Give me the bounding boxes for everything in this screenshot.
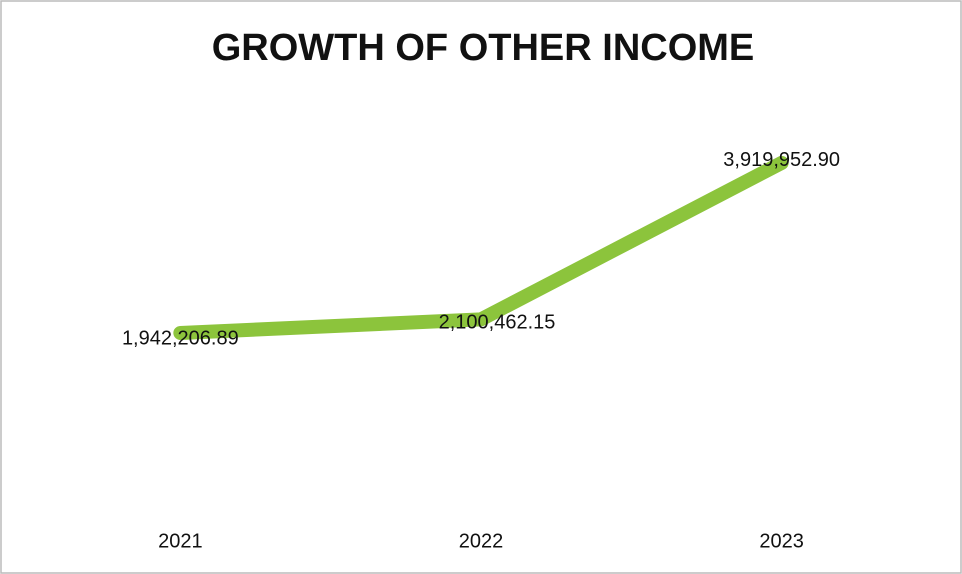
data-label: 2,100,462.15 <box>439 312 556 334</box>
data-label: 1,942,206.89 <box>122 327 239 349</box>
line-series <box>173 155 789 340</box>
chart-title: GROWTH OF OTHER INCOME <box>212 27 755 69</box>
data-label: 3,919,952.90 <box>723 149 840 171</box>
x-tick-label: 2023 <box>759 530 804 552</box>
x-tick-label: 2021 <box>158 530 203 552</box>
x-tick-label: 2022 <box>459 530 504 552</box>
